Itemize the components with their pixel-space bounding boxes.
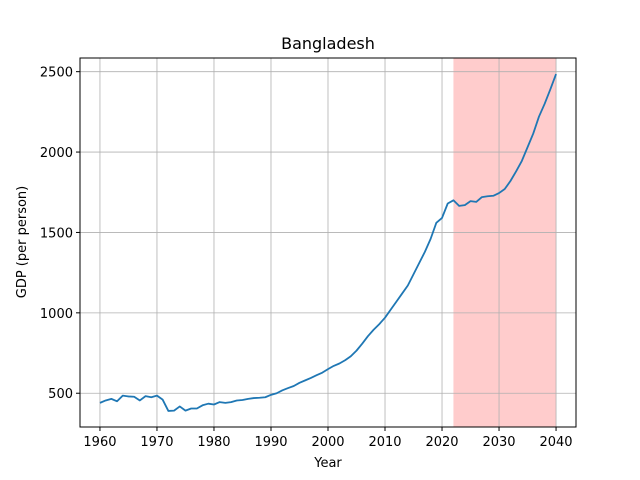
gdp-series-line bbox=[99, 73, 557, 412]
y-tick-label: 1000 bbox=[40, 307, 73, 322]
x-tick-label: 2000 bbox=[311, 435, 344, 450]
x-axis-label: Year bbox=[313, 456, 342, 471]
x-tick-label: 1970 bbox=[140, 435, 173, 450]
x-tick-label: 2010 bbox=[368, 435, 401, 450]
y-tick-label: 2500 bbox=[40, 66, 73, 81]
x-tick-label: 1980 bbox=[197, 435, 230, 450]
y-tick-label: 1500 bbox=[40, 226, 73, 241]
x-tick-label: 2020 bbox=[425, 435, 458, 450]
y-tick-label: 500 bbox=[48, 387, 73, 402]
x-tick-label: 1990 bbox=[254, 435, 287, 450]
y-axis-label: GDP (per person) bbox=[15, 186, 30, 299]
chart-title: Bangladesh bbox=[281, 34, 375, 53]
y-tick-label: 2000 bbox=[40, 146, 73, 161]
x-tick-label: 2030 bbox=[482, 435, 515, 450]
x-tick-label: 1960 bbox=[83, 435, 116, 450]
x-tick-label: 2040 bbox=[539, 435, 572, 450]
forecast-highlight-region bbox=[453, 58, 557, 427]
